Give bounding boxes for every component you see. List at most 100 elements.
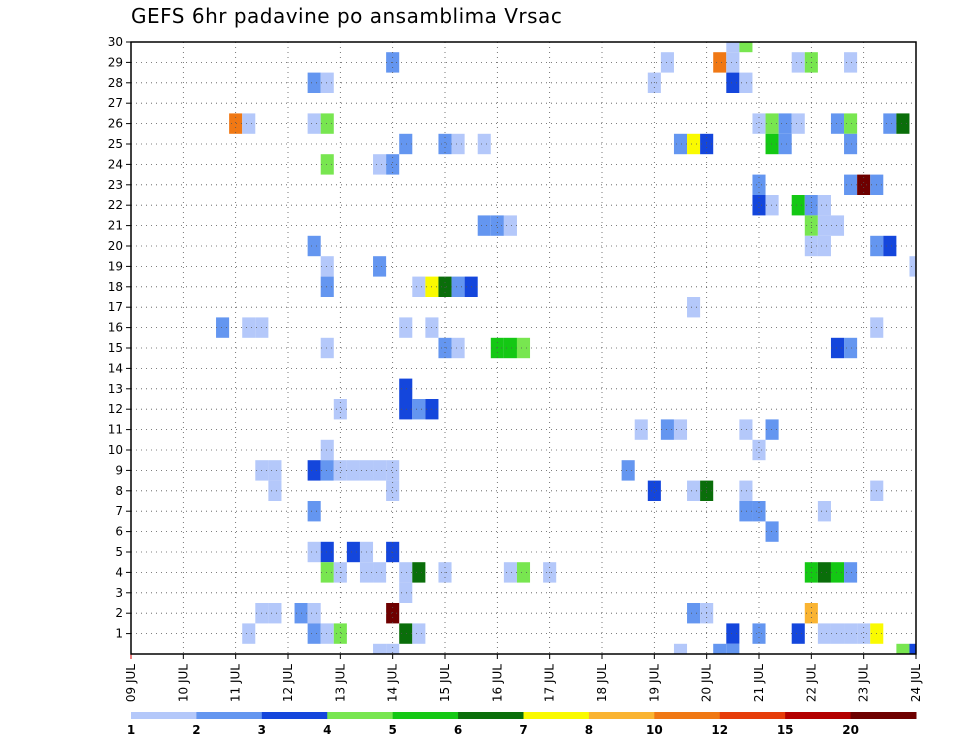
heatmap-cell	[791, 195, 805, 216]
heatmap-cell	[739, 42, 753, 53]
y-tick-label: 18	[108, 280, 123, 294]
heatmap-cell	[726, 52, 740, 73]
y-tick-label: 5	[115, 545, 123, 559]
heatmap-cell	[412, 623, 426, 644]
heatmap-cell	[320, 623, 334, 644]
heatmap-cell	[883, 113, 897, 134]
heatmap-cell	[320, 460, 334, 481]
heatmap-cell	[896, 643, 910, 654]
heatmap-cell	[399, 623, 413, 644]
heatmap-cell	[320, 562, 334, 583]
heatmap-cell	[373, 460, 387, 481]
heatmap-cell	[791, 113, 805, 134]
heatmap-cell	[739, 480, 753, 501]
heatmap-cell	[373, 562, 387, 583]
heatmap-cell	[830, 623, 845, 644]
heatmap-cell	[909, 643, 916, 654]
x-tick-label: 17 JUL	[543, 664, 557, 702]
heatmap-cell	[307, 623, 321, 644]
heatmap-cell	[778, 133, 792, 155]
colorbar-swatch	[588, 712, 655, 719]
heatmap-cell	[660, 419, 674, 440]
colorbar-label: 3	[258, 723, 266, 737]
x-tick-label: 24 JUL	[909, 664, 923, 702]
heatmap-cell	[399, 317, 413, 338]
heatmap-cell	[268, 480, 282, 501]
heatmap-cell	[909, 256, 916, 277]
heatmap-cell	[346, 460, 360, 481]
heatmap-cell	[320, 439, 334, 461]
x-tick-label: 14 JUL	[386, 664, 400, 702]
heatmap-cell	[399, 562, 413, 583]
heatmap-cell	[307, 235, 321, 257]
heatmap-cell	[621, 460, 635, 481]
heatmap-cell	[386, 603, 400, 624]
colorbar-swatch	[458, 712, 524, 719]
heatmap-cell	[477, 215, 491, 236]
heatmap-cell	[687, 603, 701, 624]
heatmap-cell	[713, 52, 727, 73]
heatmap-cell	[438, 133, 452, 155]
heatmap-cell	[791, 623, 805, 644]
heatmap-cell	[765, 195, 779, 216]
heatmap-cell	[320, 256, 334, 277]
heatmap-cell	[438, 276, 452, 297]
heatmap-cell	[307, 113, 321, 134]
heatmap-cell	[647, 480, 661, 501]
colorbar-swatch	[654, 712, 721, 719]
heatmap-cell	[320, 276, 334, 297]
heatmap-cell	[386, 480, 400, 501]
heatmap-cell	[503, 215, 517, 236]
heatmap-cell	[451, 337, 465, 359]
y-tick-label: 14	[108, 361, 123, 375]
x-tick-label: 22 JUL	[804, 664, 818, 702]
colorbar-swatch	[131, 712, 197, 719]
heatmap-cell	[216, 317, 230, 338]
heatmap-cell	[687, 480, 701, 501]
heatmap-cell	[765, 113, 779, 134]
heatmap-cell	[386, 460, 400, 481]
heatmap-cell	[673, 133, 688, 155]
heatmap-cell	[791, 52, 805, 73]
colorbar-label: 4	[323, 723, 331, 737]
colorbar-label: 12	[711, 723, 728, 737]
x-tick-label: 11 JUL	[229, 664, 243, 702]
heatmap-cell	[726, 643, 740, 654]
y-tick-label: 27	[108, 96, 123, 110]
heatmap-cell	[516, 562, 531, 583]
heatmap-cell	[412, 399, 426, 420]
y-tick-label: 7	[115, 504, 123, 518]
x-tick-label: 15 JUL	[438, 664, 452, 702]
y-tick-label: 26	[108, 117, 123, 131]
y-tick-label: 4	[115, 565, 123, 579]
y-tick-label: 16	[108, 321, 123, 335]
heatmap-cell	[752, 195, 766, 216]
y-tick-label: 9	[115, 463, 123, 477]
heatmap-cell	[242, 623, 256, 644]
y-tick-label: 24	[108, 157, 123, 171]
heatmap-cell	[739, 501, 753, 522]
colorbar-swatch	[196, 712, 263, 719]
heatmap-cell	[687, 133, 701, 155]
heatmap-cell	[726, 42, 740, 53]
heatmap-cell	[830, 113, 845, 134]
heatmap-cell	[673, 419, 688, 440]
heatmap-cell	[320, 337, 334, 359]
heatmap-cell	[399, 582, 413, 603]
heatmap-cell	[765, 521, 779, 542]
heatmap-cell	[373, 154, 387, 175]
colorbar-label: 2	[192, 723, 200, 737]
heatmap-cell	[844, 52, 858, 73]
heatmap-cell	[503, 562, 517, 583]
heatmap-cell	[752, 623, 766, 644]
x-tick-label: 18 JUL	[595, 664, 609, 702]
heatmap-cell	[307, 541, 321, 563]
y-tick-label: 22	[108, 198, 123, 212]
heatmap-cell	[687, 297, 701, 318]
cells-layer	[216, 42, 916, 654]
heatmap-cell	[320, 154, 334, 175]
heatmap-cell	[412, 276, 426, 297]
y-tick-label: 6	[115, 525, 123, 539]
heatmap-cell	[503, 337, 517, 359]
